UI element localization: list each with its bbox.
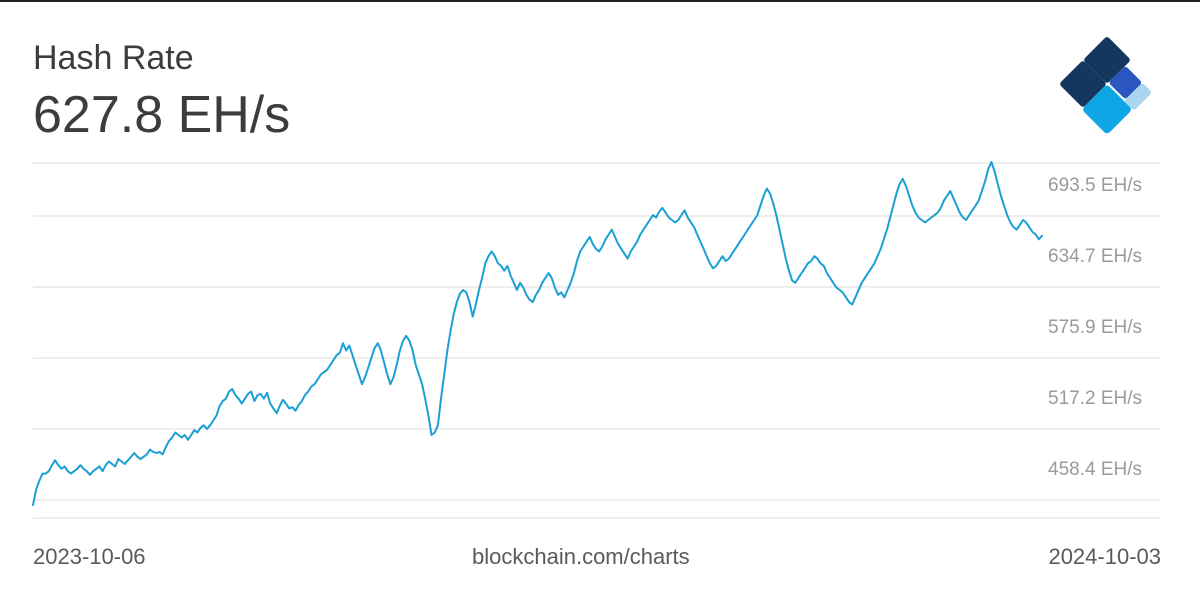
source-link[interactable]: blockchain.com/charts	[472, 544, 690, 569]
hash-rate-series-line	[32, 161, 1043, 506]
y-tick-label: 634.7 EH/s	[1048, 246, 1142, 267]
current-hash-rate-value: 627.8 EH/s	[33, 86, 291, 144]
y-tick-label: 517.2 EH/s	[1048, 388, 1142, 409]
grid-lines	[33, 162, 1160, 519]
y-tick-label: 458.4 EH/s	[1048, 459, 1142, 480]
y-tick-label: 693.5 EH/s	[1048, 175, 1142, 196]
top-border	[0, 0, 1200, 2]
x-axis-end-date: 2024-10-03	[1048, 544, 1161, 569]
blockchain-logo-icon	[1060, 37, 1152, 134]
y-tick-label: 575.9 EH/s	[1048, 317, 1142, 338]
x-axis-start-date: 2023-10-06	[33, 544, 146, 569]
y-axis-tick-labels: 693.5 EH/s 634.7 EH/s 575.9 EH/s 517.2 EH/s…	[1048, 175, 1142, 480]
chart-title: Hash Rate	[33, 39, 194, 77]
